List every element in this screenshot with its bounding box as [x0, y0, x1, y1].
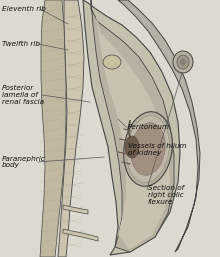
Text: Paranephric
body: Paranephric body	[2, 155, 46, 169]
Text: Vessels of hilum
of kidney: Vessels of hilum of kidney	[128, 142, 187, 155]
Polygon shape	[91, 0, 174, 252]
Text: Section of
right colic
flexure: Section of right colic flexure	[148, 185, 184, 205]
Polygon shape	[63, 229, 98, 241]
Polygon shape	[40, 0, 66, 257]
Text: Posterior
lamella of
renal fascia: Posterior lamella of renal fascia	[2, 85, 44, 105]
Polygon shape	[58, 0, 84, 257]
Polygon shape	[83, 0, 180, 255]
Ellipse shape	[103, 55, 121, 69]
Text: Peritoneum: Peritoneum	[128, 124, 170, 130]
Polygon shape	[118, 0, 200, 252]
Ellipse shape	[131, 123, 165, 175]
Text: Eleventh rib: Eleventh rib	[2, 6, 46, 12]
Ellipse shape	[127, 116, 169, 182]
Polygon shape	[63, 205, 88, 214]
Ellipse shape	[125, 136, 139, 158]
Ellipse shape	[173, 51, 193, 73]
Text: Twelfth rib: Twelfth rib	[2, 41, 40, 47]
Ellipse shape	[124, 112, 172, 186]
Ellipse shape	[180, 59, 186, 66]
Ellipse shape	[177, 55, 189, 69]
Polygon shape	[95, 7, 170, 249]
